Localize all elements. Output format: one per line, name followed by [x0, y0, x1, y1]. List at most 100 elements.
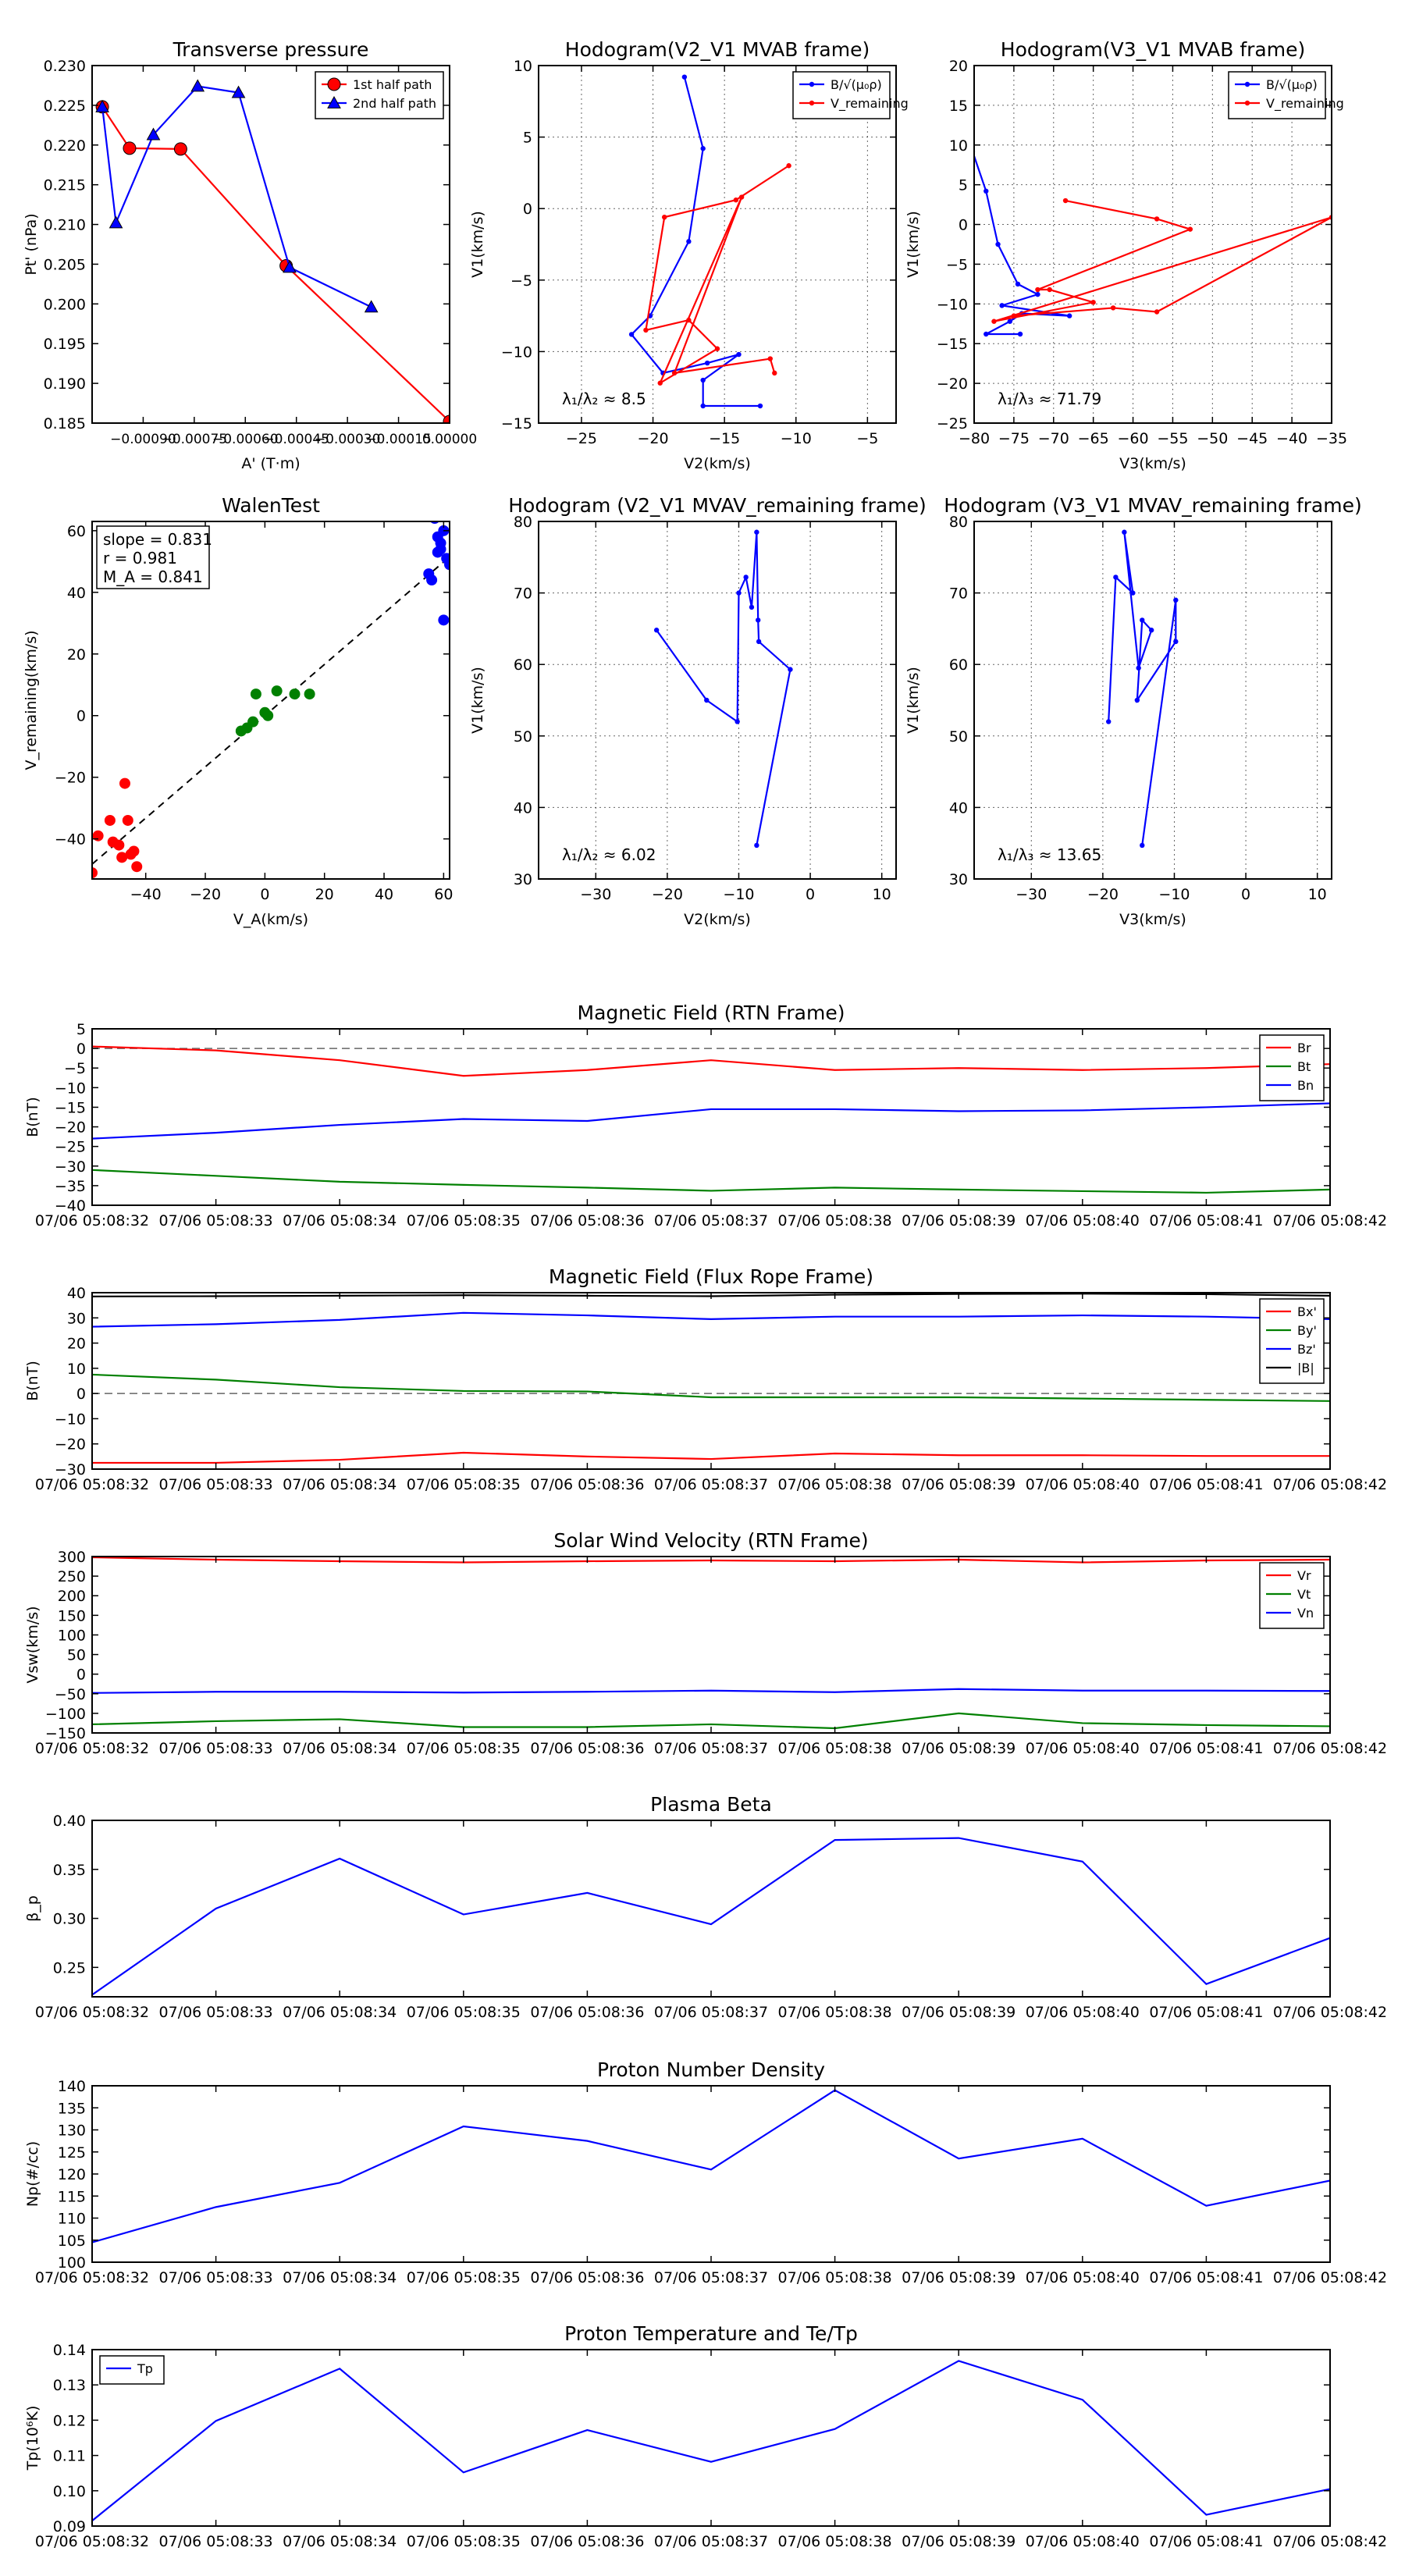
- x-tick-label: 07/06 05:08:36: [530, 1740, 644, 1757]
- data-point: [113, 839, 125, 851]
- data-point: [757, 403, 763, 409]
- y-tick-label: 300: [58, 1549, 86, 1566]
- chart-title: Hodogram(V3_V1 MVAB frame): [1001, 38, 1305, 61]
- chart-title: Hodogram (V3_V1 MVAV_remaining frame): [944, 494, 1362, 517]
- x-tick-label: −20: [638, 430, 669, 447]
- data-point: [95, 99, 109, 112]
- axes-frame: [91, 521, 450, 880]
- y-tick-label: 110: [58, 2211, 86, 2228]
- legend-label: By': [1297, 1323, 1317, 1338]
- x-axis-label: A' (T·m): [241, 455, 300, 472]
- data-point: [786, 163, 791, 169]
- x-tick-label: 07/06 05:08:39: [902, 2269, 1016, 2286]
- chart-hodo2: Hodogram(V3_V1 MVAB frame) −25 −20 −15 −10 −5…: [905, 38, 1347, 472]
- data-point: [662, 214, 667, 220]
- data-point: [767, 356, 773, 361]
- stats-line: r = 0.981: [103, 549, 177, 568]
- data-point: [119, 777, 130, 789]
- y-tick-label: 125: [58, 2144, 86, 2161]
- y-tick-label: 0.210: [44, 217, 86, 234]
- chart-b_fr: Magnetic Field (Flux Rope Frame) −30 −20 −1…: [24, 1265, 1387, 1493]
- data-point: [444, 559, 450, 571]
- y-tick-label: −100: [45, 1706, 86, 1723]
- chart-title: Hodogram(V2_V1 MVAB frame): [565, 38, 870, 61]
- data-point: [104, 814, 116, 826]
- x-tick-label: −55: [1157, 430, 1188, 447]
- y-tick-label: 135: [58, 2100, 86, 2117]
- x-tick-label: −80: [959, 430, 990, 447]
- legend-box: [1259, 1562, 1325, 1629]
- x-tick-label: 07/06 05:08:39: [902, 1476, 1016, 1493]
- x-tick-label: 07/06 05:08:42: [1273, 2269, 1387, 2286]
- x-tick-label: 07/06 05:08:39: [902, 2533, 1016, 2550]
- x-tick-label: 0: [260, 886, 269, 903]
- y-tick-label: 10: [67, 1361, 86, 1378]
- x-tick-label: 07/06 05:08:40: [1026, 1476, 1140, 1493]
- y-tick-label: 40: [67, 1285, 86, 1302]
- data-point: [250, 688, 261, 700]
- x-tick-label: −75: [998, 430, 1030, 447]
- chart-b_rtn: Magnetic Field (RTN Frame) −40 −35 −30 −25 −2…: [24, 1002, 1387, 1229]
- data-point: [984, 188, 989, 194]
- y-axis-label: β_p: [24, 1895, 41, 1922]
- x-tick-label: −30: [1016, 886, 1047, 903]
- chart-tp_temp: Proton Temperature and Te/Tp 0.09 0.10 0.11…: [24, 2322, 1387, 2550]
- data-point: [1062, 197, 1069, 204]
- y-tick-label: 200: [58, 1588, 86, 1605]
- chart-title: Plasma Beta: [650, 1793, 772, 1816]
- data-point: [1007, 318, 1013, 324]
- legend-label: Tp: [137, 2361, 153, 2376]
- series-line-V: [656, 532, 791, 846]
- x-tick-label: 60: [434, 886, 453, 903]
- data-point: [289, 688, 301, 700]
- x-tick-label: −10: [723, 886, 754, 903]
- x-tick-label: 07/06 05:08:40: [1026, 2004, 1140, 2021]
- data-point: [686, 317, 692, 323]
- y-tick-label: 80: [514, 514, 532, 531]
- x-tick-label: 07/06 05:08:38: [778, 2533, 892, 2550]
- data-point: [116, 852, 128, 863]
- legend-box: [99, 2355, 165, 2385]
- legend-label: B/√(μ₀ρ): [1266, 77, 1318, 92]
- data-point: [700, 377, 706, 383]
- plot-area: [974, 149, 1332, 337]
- axes-frame: [91, 2085, 1331, 2263]
- x-tick-label: −20: [1087, 886, 1119, 903]
- y-tick-label: 10: [949, 137, 968, 155]
- data-point: [128, 845, 140, 857]
- chart-title: WalenTest: [222, 494, 320, 517]
- y-tick-label: −50: [55, 1686, 86, 1703]
- x-tick-label: 07/06 05:08:36: [530, 2269, 644, 2286]
- y-tick-label: 0.09: [53, 2518, 86, 2535]
- x-tick-label: −25: [566, 430, 597, 447]
- data-point: [1017, 331, 1023, 337]
- y-tick-label: −20: [55, 1436, 86, 1453]
- x-tick-label: 07/06 05:08:41: [1149, 2004, 1263, 2021]
- data-point: [1011, 313, 1017, 318]
- y-tick-label: 40: [67, 585, 86, 602]
- plot-area: [628, 74, 791, 409]
- y-tick-label: 50: [514, 728, 532, 745]
- legend-label: Bt: [1297, 1059, 1311, 1074]
- axes-frame: [973, 65, 1332, 424]
- y-tick-label: 15: [949, 98, 968, 115]
- y-tick-label: 140: [58, 2078, 86, 2095]
- series-line-Np: [92, 2089, 1330, 2243]
- series-line-Bn: [92, 1102, 1330, 1140]
- x-axis-label: V3(km/s): [1119, 455, 1186, 472]
- x-tick-label: 40: [375, 886, 393, 903]
- y-axis-label: V1(km/s): [905, 211, 922, 278]
- x-tick-label: 07/06 05:08:37: [654, 2004, 768, 2021]
- data-point: [749, 604, 755, 610]
- plot-area: [92, 1557, 1330, 1730]
- legend: B/√(μ₀ρ) V_remaining: [792, 71, 909, 119]
- y-tick-label: −10: [501, 343, 532, 361]
- series-line-By': [92, 1373, 1330, 1402]
- x-tick-label: 07/06 05:08:38: [778, 1740, 892, 1757]
- data-point: [1148, 628, 1154, 633]
- x-tick-label: 07/06 05:08:36: [530, 1476, 644, 1493]
- data-point: [92, 867, 98, 879]
- data-point: [1134, 697, 1140, 703]
- y-tick-label: −150: [45, 1725, 86, 1742]
- x-tick-label: 07/06 05:08:32: [35, 1212, 149, 1229]
